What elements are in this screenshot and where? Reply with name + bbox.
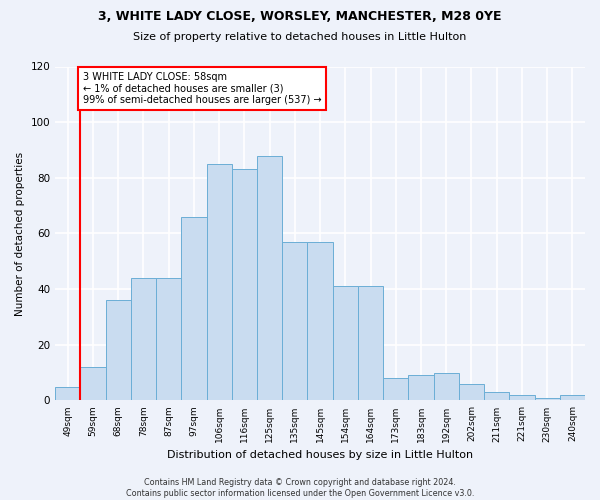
Bar	[257, 156, 282, 400]
Bar	[560, 395, 585, 400]
Bar	[307, 242, 332, 400]
X-axis label: Distribution of detached houses by size in Little Hulton: Distribution of detached houses by size …	[167, 450, 473, 460]
Bar	[509, 395, 535, 400]
Bar	[131, 278, 156, 400]
Bar	[181, 217, 206, 400]
Bar	[434, 372, 459, 400]
Bar	[535, 398, 560, 400]
Bar	[358, 286, 383, 401]
Bar	[80, 367, 106, 400]
Text: Contains HM Land Registry data © Crown copyright and database right 2024.
Contai: Contains HM Land Registry data © Crown c…	[126, 478, 474, 498]
Bar	[55, 386, 80, 400]
Bar	[484, 392, 509, 400]
Bar	[282, 242, 307, 400]
Bar	[232, 170, 257, 400]
Text: 3 WHITE LADY CLOSE: 58sqm
← 1% of detached houses are smaller (3)
99% of semi-de: 3 WHITE LADY CLOSE: 58sqm ← 1% of detach…	[83, 72, 322, 106]
Bar	[383, 378, 409, 400]
Bar	[156, 278, 181, 400]
Bar	[332, 286, 358, 401]
Bar	[206, 164, 232, 400]
Bar	[106, 300, 131, 400]
Y-axis label: Number of detached properties: Number of detached properties	[15, 152, 25, 316]
Text: Size of property relative to detached houses in Little Hulton: Size of property relative to detached ho…	[133, 32, 467, 42]
Text: 3, WHITE LADY CLOSE, WORSLEY, MANCHESTER, M28 0YE: 3, WHITE LADY CLOSE, WORSLEY, MANCHESTER…	[98, 10, 502, 23]
Bar	[459, 384, 484, 400]
Bar	[409, 376, 434, 400]
